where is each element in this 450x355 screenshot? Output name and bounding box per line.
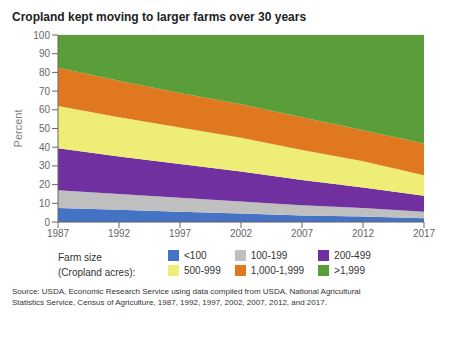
svg-text:80: 80 bbox=[39, 67, 51, 78]
svg-text:0: 0 bbox=[44, 217, 50, 228]
svg-text:20: 20 bbox=[39, 179, 51, 190]
html-text:500-999: 500-999 bbox=[184, 265, 221, 276]
svg-text:2012: 2012 bbox=[352, 228, 375, 239]
svg-text:2007: 2007 bbox=[291, 228, 314, 239]
svg-text:70: 70 bbox=[39, 86, 51, 97]
svg-text:60: 60 bbox=[39, 104, 51, 115]
svg-text:40: 40 bbox=[39, 142, 51, 153]
html-text:Source: USDA, Economic Researc: Source: USDA, Economic Research Service … bbox=[12, 287, 361, 307]
html-text:<100: <100 bbox=[184, 250, 207, 261]
svg-text:2002: 2002 bbox=[230, 228, 253, 239]
svg-text:50: 50 bbox=[39, 123, 51, 134]
html-text:200-499: 200-499 bbox=[334, 250, 371, 261]
svg-text:1987: 1987 bbox=[47, 228, 70, 239]
svg-text:100: 100 bbox=[33, 30, 50, 41]
svg-text:1997: 1997 bbox=[169, 228, 192, 239]
html-text:Farm size (Cropland acres):: Farm size (Cropland acres): bbox=[58, 252, 136, 278]
html-text:1,000-1,999: 1,000-1,999 bbox=[250, 265, 305, 276]
html-text:Cropland kept moving to larger: Cropland kept moving to larger farms ove… bbox=[12, 10, 307, 24]
svg-text:30: 30 bbox=[39, 160, 51, 171]
svg-text:2017: 2017 bbox=[413, 228, 436, 239]
svg-text:1992: 1992 bbox=[108, 228, 131, 239]
html-text:100-199: 100-199 bbox=[250, 250, 288, 261]
svg-text:10: 10 bbox=[39, 198, 51, 209]
svg-text:Percent: Percent bbox=[12, 110, 24, 148]
html-text:>1,999: >1,999 bbox=[334, 265, 365, 276]
svg-text:90: 90 bbox=[39, 48, 51, 59]
